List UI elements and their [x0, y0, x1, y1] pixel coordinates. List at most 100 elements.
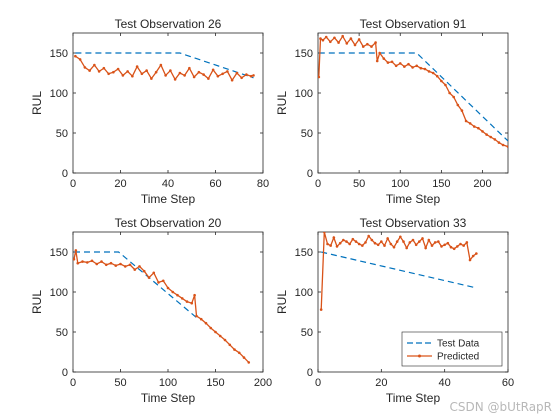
predicted-point	[361, 244, 364, 247]
predicted-point	[411, 66, 414, 69]
subplot-title: Test Observation 26	[115, 17, 222, 31]
predicted-point	[386, 61, 390, 64]
predicted-point	[392, 245, 396, 249]
predicted-point	[427, 70, 431, 73]
predicted-point	[481, 130, 484, 133]
predicted-point	[173, 78, 177, 81]
predicted-point	[430, 244, 434, 247]
x-tick-label: 200	[254, 377, 272, 389]
predicted-point	[230, 78, 234, 82]
y-axis-label: RUL	[30, 91, 44, 115]
predicted-point	[357, 38, 361, 41]
predicted-point	[131, 74, 134, 78]
predicted-point	[335, 245, 339, 248]
axes-box	[317, 32, 509, 174]
predicted-point	[211, 68, 215, 72]
predicted-point	[154, 70, 158, 74]
predicted-point	[414, 243, 418, 247]
predicted-point	[218, 334, 222, 338]
predicted-point	[93, 63, 96, 67]
predicted-point	[147, 276, 151, 279]
predicted-point	[399, 235, 402, 239]
subplot-1: Test Observation 26 Time Step RUL 0 20 40 6…	[30, 17, 269, 206]
legend-marker	[418, 354, 421, 358]
predicted-point	[382, 57, 386, 60]
y-tick-label: 50	[56, 128, 68, 140]
predicted-point	[329, 40, 332, 44]
predicted-point	[226, 70, 229, 73]
predicted-point	[373, 241, 377, 245]
predicted-point	[138, 265, 141, 268]
predicted-point	[193, 293, 196, 297]
predicted-point	[102, 66, 106, 70]
predicted-point	[367, 234, 370, 238]
predicted-point	[323, 232, 326, 234]
predicted-point	[456, 103, 460, 107]
predicted-point	[319, 308, 323, 311]
predicted-point	[216, 74, 220, 78]
predicted-point	[221, 72, 224, 76]
predicted-point	[247, 361, 251, 364]
predicted-point	[119, 262, 122, 266]
predicted-point	[456, 245, 459, 248]
predicted-point	[73, 257, 76, 261]
predicted-point	[390, 60, 394, 64]
predicted-point	[85, 261, 89, 264]
x-tick-label: 150	[432, 178, 450, 190]
predicted-point	[402, 240, 405, 243]
predicted-point	[375, 59, 379, 63]
predicted-point	[90, 259, 94, 263]
y-tick-label: 50	[56, 327, 68, 339]
y-axis-label: RUL	[30, 290, 44, 314]
predicted-point	[489, 135, 493, 139]
predicted-point	[100, 260, 103, 263]
predicted-point	[183, 74, 186, 77]
predicted-point	[199, 317, 203, 321]
predicted-point	[235, 71, 239, 75]
x-axis-label: Time Step	[386, 192, 441, 206]
predicted-point	[378, 51, 381, 55]
predicted-point	[192, 75, 196, 79]
y-axis-label: RUL	[275, 290, 289, 314]
x-tick-label: 100	[159, 377, 177, 389]
test-data-series-line	[321, 251, 474, 288]
x-axis-label: Time Step	[141, 391, 196, 405]
x-axis-label: Time Step	[141, 192, 196, 206]
predicted-point	[332, 236, 336, 239]
predicted-point	[112, 70, 115, 74]
predicted-point	[202, 73, 205, 76]
predicted-point	[159, 63, 163, 67]
predicted-point	[161, 279, 165, 283]
test-data-series-line	[318, 52, 508, 142]
predicted-point	[333, 36, 336, 40]
predicted-point	[348, 242, 351, 246]
predicted-point	[169, 69, 172, 72]
predicted-point	[415, 64, 419, 68]
predicted-point	[364, 241, 367, 244]
y-tick-label: 0	[307, 367, 313, 379]
predicted-point	[145, 69, 148, 72]
predicted-point	[81, 260, 84, 263]
x-tick-label: 0	[315, 377, 321, 389]
predicted-point	[123, 265, 127, 268]
y-tick-label: 50	[301, 327, 313, 339]
x-tick-label: 0	[70, 178, 76, 190]
predicted-point	[370, 45, 373, 48]
predicted-point	[465, 241, 469, 244]
predicted-point	[142, 269, 146, 273]
predicted-point	[176, 293, 179, 297]
predicted-point	[462, 244, 465, 247]
y-tick-label: 150	[50, 48, 68, 60]
predicted-point	[252, 74, 255, 77]
predicted-point	[471, 254, 475, 258]
predicted-point	[493, 138, 497, 141]
predicted-point	[424, 246, 427, 250]
plot-area	[73, 249, 251, 364]
predicted-point	[228, 343, 232, 347]
x-tick-label: 50	[114, 377, 126, 389]
predicted-point	[477, 126, 480, 130]
predicted-point	[460, 109, 464, 112]
predicted-point	[338, 241, 342, 245]
predicted-point	[506, 145, 508, 148]
x-tick-label: 100	[391, 178, 409, 190]
